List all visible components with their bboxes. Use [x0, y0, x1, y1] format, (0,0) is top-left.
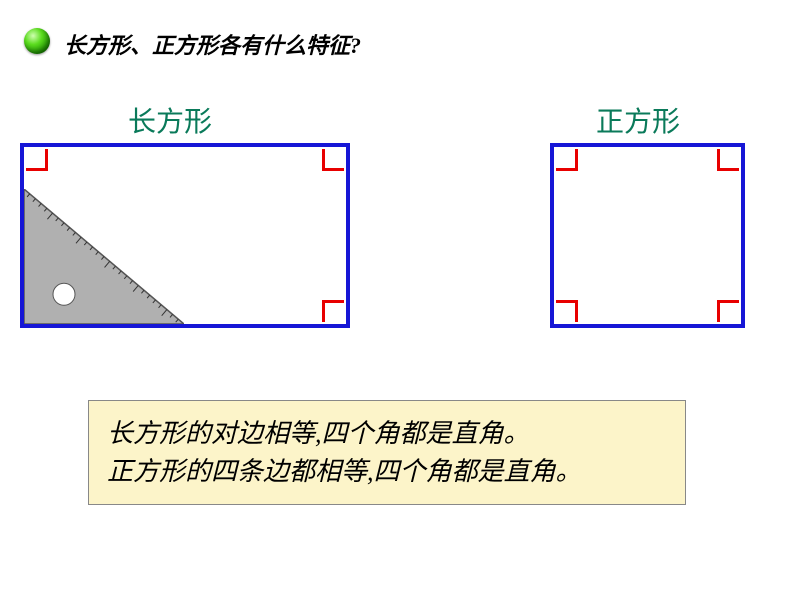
question-text: 长方形、正方形各有什么特征?	[64, 28, 361, 60]
answer-line-1: 长方形的对边相等,四个角都是直角。	[107, 415, 667, 453]
rectangle-label: 长方形	[128, 100, 212, 140]
set-square-icon	[24, 189, 184, 324]
angle-mark-icon	[322, 300, 344, 322]
bullet-icon	[24, 28, 50, 54]
square-shape	[550, 143, 745, 328]
angle-mark-icon	[322, 149, 344, 171]
angle-mark-icon	[556, 300, 578, 322]
square-label: 正方形	[596, 100, 680, 140]
angle-mark-icon	[717, 300, 739, 322]
angle-mark-icon	[717, 149, 739, 171]
answer-line-2: 正方形的四条边都相等,四个角都是直角。	[107, 453, 667, 491]
angle-mark-icon	[556, 149, 578, 171]
answer-box: 长方形的对边相等,四个角都是直角。 正方形的四条边都相等,四个角都是直角。	[88, 400, 686, 505]
angle-mark-icon	[26, 149, 48, 171]
